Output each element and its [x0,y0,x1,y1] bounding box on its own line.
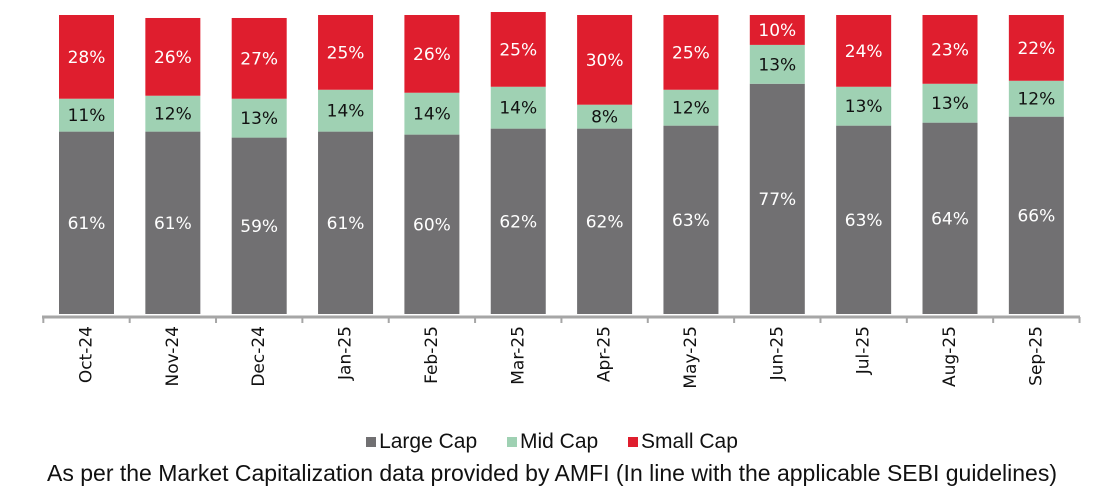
bar-segment-mid-cap-jun-25 [749,44,805,84]
data-label-small-cap-nov-24: 26% [154,48,192,68]
legend-item-mid-cap: Mid Cap [507,430,598,454]
x-tick-label-mar-25: Mar-25 [508,326,528,385]
data-label-mid-cap-nov-24: 12% [154,105,192,125]
bar-segment-small-cap-dec-24 [231,17,287,99]
stacked-bar-chart: 61% 11% 28% 61% 12% 26% 59% 13% 27% 61% 14% 25% 60% 1… [42,12,1081,389]
bar-segment-mid-cap-may-25 [663,89,719,126]
data-label-small-cap-feb-25: 26% [413,45,451,65]
x-tick-label-aug-25: Aug-25 [940,326,960,387]
x-tick-label-jan-25: Jan-25 [336,326,356,381]
data-label-small-cap-dec-24: 27% [240,49,278,69]
bar-segment-large-cap-nov-24 [145,131,201,314]
data-label-large-cap-dec-24: 59% [240,217,278,237]
bar-segment-mid-cap-feb-25 [404,92,460,135]
bar-segment-large-cap-apr-25 [577,128,633,314]
bar-segment-large-cap-sep-25 [1008,116,1064,314]
data-label-large-cap-jun-25: 77% [758,190,796,210]
data-label-large-cap-aug-25: 64% [931,209,969,229]
data-label-large-cap-jul-25: 63% [845,211,883,231]
bar-segment-small-cap-jun-25 [749,15,805,45]
data-label-small-cap-oct-24: 28% [68,48,106,68]
bar-segment-small-cap-aug-25 [922,15,978,84]
data-label-large-cap-jan-25: 61% [327,214,365,234]
bar-segment-mid-cap-aug-25 [922,83,978,123]
x-tick-label-oct-24: Oct-24 [77,326,97,383]
data-label-mid-cap-feb-25: 14% [413,105,451,125]
bar-segment-small-cap-oct-24 [59,15,114,99]
legend: Large Cap Mid Cap Small Cap [0,430,1104,454]
data-label-small-cap-apr-25: 30% [586,51,624,71]
x-tick-label-feb-25: Feb-25 [422,326,442,384]
data-label-small-cap-may-25: 25% [672,43,710,63]
bar-segment-mid-cap-jan-25 [318,89,374,132]
bar-segment-small-cap-feb-25 [404,15,460,93]
data-label-small-cap-mar-25: 25% [499,40,537,60]
x-tick-label-jun-25: Jun-25 [767,326,787,381]
legend-label: Large Cap [379,430,478,453]
data-label-large-cap-apr-25: 62% [586,212,624,232]
data-label-small-cap-jun-25: 10% [758,21,796,41]
bar-segment-small-cap-sep-25 [1008,15,1064,81]
bars-group: 61% 11% 28% 61% 12% 26% 59% 13% 27% 61% 14% 25% 60% 1… [59,12,1064,315]
bar-segment-large-cap-may-25 [663,125,719,314]
footnote: As per the Market Capitalization data pr… [47,460,1057,486]
data-label-large-cap-may-25: 63% [672,211,710,231]
data-label-mid-cap-dec-24: 13% [240,109,278,129]
data-label-mid-cap-may-25: 12% [672,99,710,119]
data-label-large-cap-mar-25: 62% [499,212,537,232]
bar-segment-large-cap-jul-25 [836,125,892,314]
data-label-mid-cap-jan-25: 14% [327,102,365,122]
data-label-mid-cap-apr-25: 8% [591,108,618,128]
data-label-small-cap-aug-25: 23% [931,40,969,60]
bar-segment-mid-cap-oct-24 [59,98,114,132]
x-tick-label-dec-24: Dec-24 [249,326,269,387]
bar-segment-large-cap-jun-25 [749,83,805,315]
data-label-small-cap-jul-25: 24% [845,42,883,62]
x-axis [42,315,1081,323]
x-tick-label-may-25: May-25 [681,326,701,389]
x-tick-label-jul-25: Jul-25 [854,326,874,375]
legend-item-large-cap: Large Cap [366,430,477,454]
data-label-large-cap-oct-24: 61% [68,214,106,234]
data-label-large-cap-nov-24: 61% [154,214,192,234]
data-label-mid-cap-aug-25: 13% [931,94,969,114]
data-label-mid-cap-sep-25: 12% [1017,90,1055,110]
legend-swatch-small-cap [628,437,639,447]
bar-segment-large-cap-aug-25 [922,122,978,314]
x-tick-label-nov-24: Nov-24 [163,326,183,387]
data-label-large-cap-sep-25: 66% [1017,206,1055,226]
bar-segment-small-cap-jan-25 [318,15,374,90]
bar-segment-large-cap-mar-25 [490,128,546,314]
bar-segment-mid-cap-apr-25 [577,104,633,129]
bar-segment-mid-cap-dec-24 [231,98,287,138]
bar-segment-small-cap-mar-25 [490,12,546,87]
bar-segment-large-cap-dec-24 [231,137,287,314]
bar-segment-small-cap-jul-25 [836,15,892,87]
bar-segment-mid-cap-nov-24 [145,95,201,132]
data-label-mid-cap-mar-25: 14% [499,99,537,119]
x-tick-labels: Oct-24 Nov-24 Dec-24 Jan-25 Feb-25 Mar-25 Apr-… [77,326,1047,389]
bar-segment-small-cap-nov-24 [145,17,201,96]
data-label-mid-cap-jul-25: 13% [845,97,883,117]
legend-swatch-mid-cap [507,437,517,447]
bar-segment-large-cap-feb-25 [404,134,460,314]
x-tick-label-sep-25: Sep-25 [1026,326,1046,386]
data-label-small-cap-jan-25: 25% [327,43,365,63]
bar-segment-mid-cap-jul-25 [836,86,892,126]
data-label-mid-cap-oct-24: 11% [68,106,106,126]
bar-segment-mid-cap-sep-25 [1008,80,1064,117]
data-label-large-cap-feb-25: 60% [413,215,451,235]
bar-segment-small-cap-may-25 [663,15,719,90]
data-label-mid-cap-jun-25: 13% [758,55,796,75]
legend-label: Mid Cap [520,430,599,453]
legend-item-small-cap: Small Cap [628,430,738,454]
legend-swatch-large-cap [366,437,377,447]
legend-label: Small Cap [641,430,738,453]
data-label-small-cap-sep-25: 22% [1017,39,1055,59]
bar-segment-large-cap-oct-24 [59,131,114,314]
x-tick-label-apr-25: Apr-25 [595,326,615,382]
bar-segment-large-cap-jan-25 [318,131,374,314]
bar-segment-mid-cap-mar-25 [490,86,546,129]
bar-segment-small-cap-apr-25 [577,15,633,105]
